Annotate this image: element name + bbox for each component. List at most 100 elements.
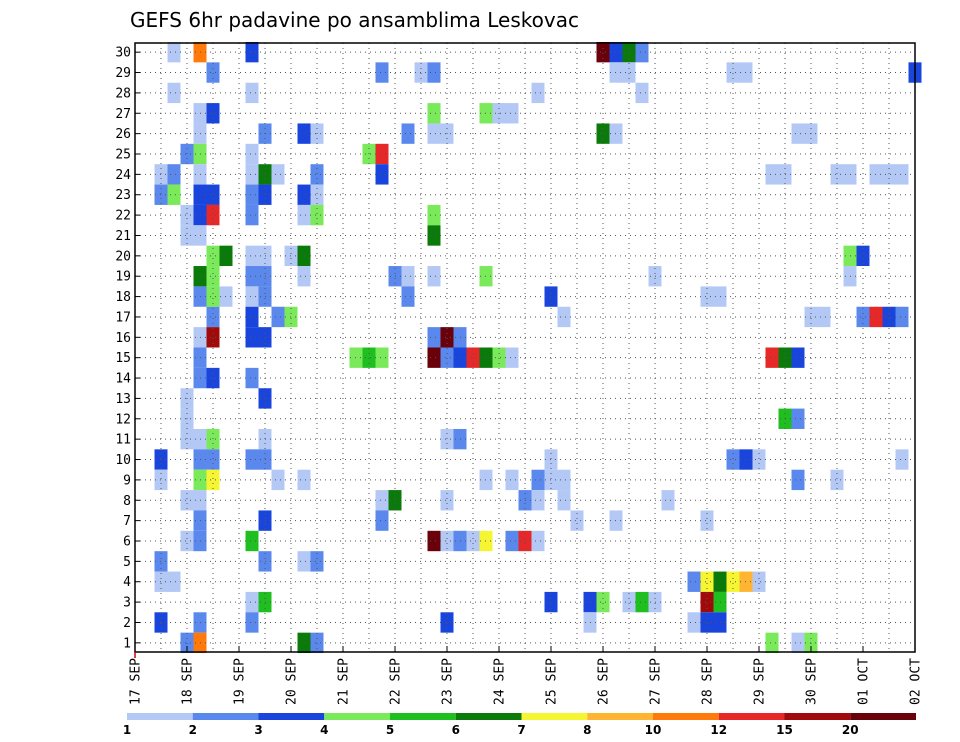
heatmap-cell <box>245 367 259 389</box>
y-tick-label: 4 <box>123 575 131 590</box>
heatmap-cell <box>206 204 220 226</box>
heatmap-cell <box>505 347 519 368</box>
y-tick-label: 13 <box>115 392 131 407</box>
heatmap-cell <box>245 82 259 104</box>
x-tick-label: 19 SEP <box>233 658 248 705</box>
heatmap-cell <box>245 143 259 165</box>
colorbar-label: 6 <box>452 723 460 737</box>
heatmap-cell <box>271 306 285 328</box>
heatmap-cell <box>557 490 571 511</box>
y-tick-label: 3 <box>123 596 131 611</box>
heatmap-cell <box>167 571 181 592</box>
heatmap-cell <box>180 428 194 450</box>
y-tick-label: 27 <box>115 107 131 122</box>
heatmap-cell <box>700 286 714 307</box>
heatmap-cell <box>531 490 545 511</box>
heatmap-cell <box>427 327 441 348</box>
heatmap-cell <box>375 490 389 511</box>
heatmap-cell <box>401 123 415 144</box>
heatmap-cell <box>791 632 805 654</box>
heatmap-cell <box>895 449 909 470</box>
heatmap-cell <box>726 449 740 470</box>
y-tick-label: 24 <box>115 168 131 183</box>
x-tick-label: 17 SEP <box>129 658 144 705</box>
heatmap-cell <box>180 530 194 552</box>
heatmap-cell <box>297 632 311 654</box>
heatmap-cell <box>622 41 636 63</box>
heatmap-cell <box>245 449 259 470</box>
colorbar-segment <box>653 713 719 720</box>
colorbar-segment <box>784 713 851 720</box>
heatmap-cell <box>206 327 220 348</box>
heatmap-cell <box>427 266 441 287</box>
y-tick-label: 28 <box>115 86 131 101</box>
heatmap-cell <box>167 164 181 185</box>
heatmap-cell <box>440 327 454 348</box>
y-tick-label: 9 <box>123 473 131 488</box>
x-axis-ticks: 17 SEP 18 SEP 19 SEP 20 SEP 21 SEP 22 SEP 23 S… <box>129 646 924 705</box>
heatmap-cell <box>661 490 675 511</box>
y-tick-label: 6 <box>123 534 131 549</box>
heatmap-cell <box>180 143 194 165</box>
heatmap-cell <box>310 164 324 185</box>
heatmap-cell <box>427 225 441 246</box>
colorbar-label: 12 <box>710 723 727 737</box>
heatmap-cell <box>180 490 194 511</box>
y-tick-label: 19 <box>115 270 131 285</box>
x-tick-label: 27 SEP <box>649 658 664 705</box>
x-tick-label: 25 SEP <box>545 658 560 705</box>
heatmap-cell <box>297 551 311 572</box>
heatmap-cells <box>154 41 922 654</box>
heatmap-cell <box>297 266 311 287</box>
heatmap-cell <box>245 245 259 267</box>
heatmap-cell <box>245 266 259 287</box>
heatmap-cell <box>505 469 519 491</box>
x-tick-label: 18 SEP <box>181 658 196 705</box>
heatmap-cell <box>687 571 701 592</box>
heatmap-cell <box>700 591 714 613</box>
heatmap-cell <box>765 347 779 368</box>
heatmap-cell <box>726 571 740 592</box>
x-tick-label: 24 SEP <box>493 658 508 705</box>
y-tick-label: 8 <box>123 494 131 509</box>
heatmap-cell <box>440 347 454 368</box>
heatmap-cell <box>245 184 259 205</box>
heatmap-cell <box>557 306 571 328</box>
heatmap-cell <box>245 204 259 226</box>
colorbar-segment <box>390 713 456 720</box>
heatmap-cell <box>206 286 220 307</box>
y-tick-label: 26 <box>115 127 131 142</box>
heatmap-cell <box>310 184 324 205</box>
plot-frame <box>134 42 916 653</box>
x-tick-label: 23 SEP <box>441 658 456 705</box>
heatmap-cell <box>245 164 259 185</box>
heatmap-cell <box>206 306 220 328</box>
heatmap-cell <box>297 184 311 205</box>
colorbar-segment <box>455 713 522 720</box>
colorbar-label: 15 <box>776 723 793 737</box>
y-tick-label: 15 <box>115 351 131 366</box>
heatmap-cell <box>687 612 701 633</box>
heatmap-cell <box>492 347 506 368</box>
heatmap-cell <box>830 469 844 491</box>
heatmap-cell <box>427 103 441 124</box>
y-tick-label: 30 <box>115 46 131 61</box>
heatmap-cell <box>700 510 714 531</box>
heatmap-cell <box>310 632 324 654</box>
y-tick-label: 25 <box>115 148 131 163</box>
heatmap-cell <box>830 164 844 185</box>
heatmap-cell <box>440 530 454 552</box>
y-tick-label: 20 <box>115 249 131 264</box>
heatmap-cell <box>362 143 376 165</box>
heatmap-cell <box>765 164 779 185</box>
heatmap-cell <box>752 571 766 592</box>
grid-lines <box>135 43 915 652</box>
x-tick-label: 02 OCT <box>909 658 924 705</box>
colorbar-segment <box>127 713 193 720</box>
heatmap-cell <box>570 510 584 531</box>
heatmap-cell <box>531 530 545 552</box>
heatmap-cell <box>401 286 415 307</box>
heatmap-cell <box>817 306 831 328</box>
y-tick-label: 2 <box>123 616 131 631</box>
